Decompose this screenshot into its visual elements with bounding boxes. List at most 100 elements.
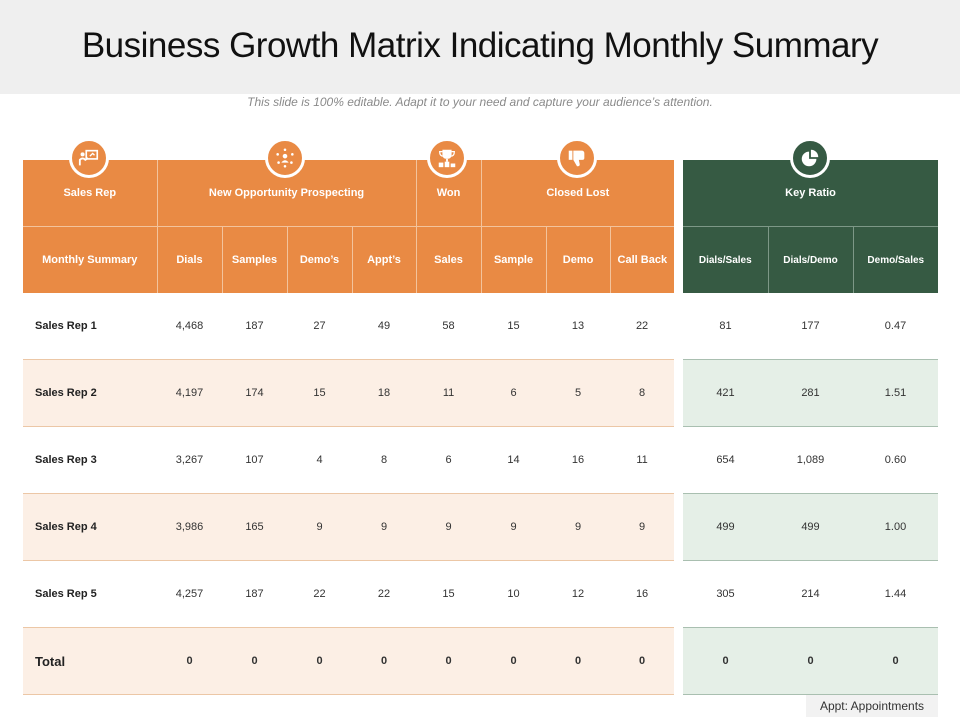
network-people-icon bbox=[265, 138, 305, 178]
ratio-row: 81 177 0.47 bbox=[683, 293, 939, 360]
ratio-cell: 421 bbox=[683, 359, 768, 427]
key-ratio-table: Key Ratio Dials/Sales Dials/Demo Demo/Sale… bbox=[683, 160, 939, 695]
table-cell: 0 bbox=[352, 627, 417, 695]
column-header-row: Monthly Summary Dials Samples Demo’s Appt’s S… bbox=[23, 226, 675, 293]
row-label: Sales Rep 1 bbox=[23, 293, 157, 360]
table-cell: 6 bbox=[416, 426, 482, 494]
table-cell: 0 bbox=[546, 627, 611, 695]
group-header-row: Sales Rep New Opportunity Prospecting Wo… bbox=[23, 160, 675, 227]
table-row: Sales Rep 1 4,468 187 27 49 58 15 13 22 bbox=[23, 293, 675, 360]
table-cell: 4,197 bbox=[157, 359, 222, 427]
page-title: Business Growth Matrix Indicating Monthl… bbox=[81, 26, 879, 65]
ratio-cell: 0.47 bbox=[853, 293, 939, 360]
ratio-cell: 81 bbox=[683, 293, 768, 360]
column-header: Call Back bbox=[610, 226, 675, 293]
table-cell: 12 bbox=[546, 560, 611, 628]
ratio-cell: 0 bbox=[683, 627, 768, 695]
ratio-cell: 214 bbox=[768, 560, 853, 628]
monthly-summary-table: Sales Rep New Opportunity Prospecting Wo… bbox=[23, 160, 675, 695]
table-cell: 22 bbox=[287, 560, 352, 628]
trophy-icon bbox=[427, 138, 467, 178]
table-cell: 187 bbox=[222, 293, 287, 360]
table-cell: 9 bbox=[546, 493, 611, 561]
appointments-note: Appt: Appointments bbox=[806, 695, 938, 717]
table-cell: 13 bbox=[546, 293, 611, 360]
column-header: Sales bbox=[416, 226, 482, 293]
table-cell: 9 bbox=[481, 493, 547, 561]
presentation-icon bbox=[69, 138, 109, 178]
table-cell: 58 bbox=[416, 293, 482, 360]
table-cell: 9 bbox=[287, 493, 352, 561]
title-bar bbox=[0, 0, 960, 94]
table-cell: 0 bbox=[222, 627, 287, 695]
row-label: Sales Rep 5 bbox=[23, 560, 157, 628]
ratio-row: 421 281 1.51 bbox=[683, 359, 939, 427]
column-header: Sample bbox=[481, 226, 547, 293]
table-cell: 0 bbox=[157, 627, 222, 695]
table-cell: 0 bbox=[481, 627, 547, 695]
table-cell: 14 bbox=[481, 426, 547, 494]
ratio-column-header-row: Dials/Sales Dials/Demo Demo/Sales bbox=[683, 226, 939, 293]
table-cell: 9 bbox=[610, 493, 675, 561]
row-label: Sales Rep 4 bbox=[23, 493, 157, 561]
ratio-cell: 499 bbox=[683, 493, 768, 561]
row-label: Sales Rep 3 bbox=[23, 426, 157, 494]
pie-chart-icon bbox=[790, 138, 830, 178]
table-cell: 0 bbox=[287, 627, 352, 695]
table-cell: 4 bbox=[287, 426, 352, 494]
ratio-column-header: Demo/Sales bbox=[853, 226, 939, 293]
table-cell: 3,986 bbox=[157, 493, 222, 561]
ratio-cell: 0 bbox=[853, 627, 939, 695]
table-row: Sales Rep 5 4,257 187 22 22 15 10 12 16 bbox=[23, 560, 675, 628]
table-cell: 11 bbox=[416, 359, 482, 427]
table-cell: 22 bbox=[352, 560, 417, 628]
group-header-new-opportunity: New Opportunity Prospecting bbox=[157, 160, 417, 227]
column-header: Demo’s bbox=[287, 226, 353, 293]
table-cell: 49 bbox=[352, 293, 417, 360]
table-row: Sales Rep 2 4,197 174 15 18 11 6 5 8 bbox=[23, 359, 675, 427]
ratio-cell: 654 bbox=[683, 426, 768, 494]
table-cell: 187 bbox=[222, 560, 287, 628]
table-row: Sales Rep 4 3,986 165 9 9 9 9 9 9 bbox=[23, 493, 675, 561]
table-cell: 8 bbox=[610, 359, 675, 427]
column-header: Appt’s bbox=[352, 226, 417, 293]
table-cell: 11 bbox=[610, 426, 675, 494]
table-cell: 174 bbox=[222, 359, 287, 427]
table-cell: 4,257 bbox=[157, 560, 222, 628]
ratio-row: 499 499 1.00 bbox=[683, 493, 939, 561]
ratio-cell: 305 bbox=[683, 560, 768, 628]
table-cell: 22 bbox=[610, 293, 675, 360]
column-header: Monthly Summary bbox=[23, 226, 158, 293]
ratio-cell: 1.00 bbox=[853, 493, 939, 561]
table-cell: 6 bbox=[481, 359, 547, 427]
ratio-cell: 0 bbox=[768, 627, 853, 695]
table-cell: 165 bbox=[222, 493, 287, 561]
table-cell: 0 bbox=[610, 627, 675, 695]
page-subtitle: This slide is 100% editable. Adapt it to… bbox=[247, 95, 713, 109]
table-cell: 15 bbox=[287, 359, 352, 427]
ratio-cell: 1,089 bbox=[768, 426, 853, 494]
table-cell: 107 bbox=[222, 426, 287, 494]
table-cell: 15 bbox=[416, 560, 482, 628]
row-label: Sales Rep 2 bbox=[23, 359, 157, 427]
ratio-row: 654 1,089 0.60 bbox=[683, 426, 939, 494]
ratio-cell: 281 bbox=[768, 359, 853, 427]
table-cell: 9 bbox=[352, 493, 417, 561]
ratio-cell: 1.44 bbox=[853, 560, 939, 628]
table-cell: 0 bbox=[416, 627, 482, 695]
table-cell: 15 bbox=[481, 293, 547, 360]
column-header: Dials bbox=[157, 226, 223, 293]
table-cell: 18 bbox=[352, 359, 417, 427]
table-cell: 5 bbox=[546, 359, 611, 427]
table-cell: 27 bbox=[287, 293, 352, 360]
ratio-column-header: Dials/Demo bbox=[768, 226, 854, 293]
ratio-cell: 499 bbox=[768, 493, 853, 561]
column-header: Samples bbox=[222, 226, 288, 293]
table-cell: 9 bbox=[416, 493, 482, 561]
table-cell: 16 bbox=[610, 560, 675, 628]
ratio-row: 305 214 1.44 bbox=[683, 560, 939, 628]
table-cell: 3,267 bbox=[157, 426, 222, 494]
table-cell: 10 bbox=[481, 560, 547, 628]
table-cell: 8 bbox=[352, 426, 417, 494]
